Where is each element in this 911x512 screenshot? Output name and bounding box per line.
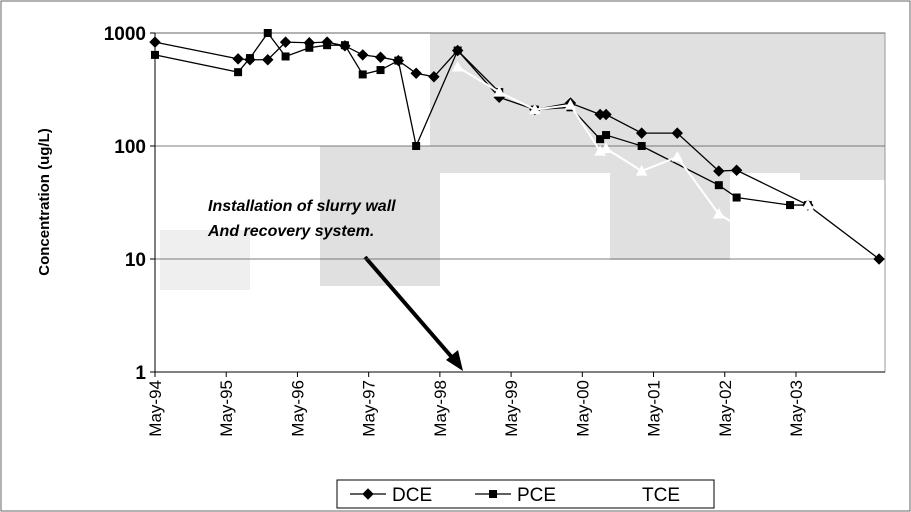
data-point xyxy=(358,70,367,79)
data-point xyxy=(637,142,646,150)
data-point xyxy=(801,199,814,210)
y-tick-label: 100 xyxy=(114,137,146,158)
x-tick-label: May-03 xyxy=(787,380,806,437)
data-point xyxy=(305,43,314,52)
legend: DCE PCE TCE xyxy=(350,485,680,506)
x-tick-label: May-97 xyxy=(360,380,379,437)
x-tick-label: May-94 xyxy=(146,380,165,437)
data-point xyxy=(635,165,648,176)
x-tick-label: May-99 xyxy=(502,380,521,437)
data-point xyxy=(234,68,243,77)
data-point xyxy=(374,51,387,63)
background-texture xyxy=(160,33,885,290)
data-point xyxy=(873,253,885,265)
data-point xyxy=(410,67,422,79)
data-point xyxy=(730,164,743,176)
data-point xyxy=(394,56,403,65)
annotation-arrowhead xyxy=(446,350,463,371)
legend-marker xyxy=(362,488,374,500)
data-point xyxy=(600,142,612,154)
annotation: And recovery system. xyxy=(207,223,374,240)
x-tick-label: May-02 xyxy=(716,380,735,437)
y-tick-label: 1 xyxy=(135,363,146,384)
data-point xyxy=(453,46,462,55)
x-tick-label: May-96 xyxy=(288,380,307,437)
data-point xyxy=(714,181,723,190)
data-point xyxy=(493,86,506,97)
data-point xyxy=(245,54,254,63)
data-point xyxy=(232,53,244,65)
data-point xyxy=(340,41,349,50)
annotation: Installation of slurry wall xyxy=(208,198,396,215)
legend-marker xyxy=(612,487,624,499)
data-point xyxy=(671,150,684,162)
annotation-arrow xyxy=(363,255,458,364)
x-tick-label: May-98 xyxy=(431,380,450,437)
data-point xyxy=(357,49,369,61)
y-axis-title: Concentration (ug/L) xyxy=(36,128,53,275)
data-point xyxy=(412,142,421,150)
x-tick-label: May-00 xyxy=(573,380,592,437)
data-point xyxy=(262,54,274,66)
data-point xyxy=(784,226,796,238)
data-point xyxy=(528,103,541,115)
legend-label: PCE xyxy=(517,485,556,506)
data-point xyxy=(149,36,161,48)
data-point xyxy=(451,60,464,72)
legend-label: DCE xyxy=(392,485,432,506)
data-point xyxy=(602,131,611,140)
data-point xyxy=(263,29,272,37)
legend-marker xyxy=(489,490,497,498)
data-point xyxy=(732,193,741,202)
x-tick-label: May-01 xyxy=(645,380,664,437)
data-point xyxy=(600,108,612,121)
y-tick-label: 1000 xyxy=(104,24,146,45)
data-point xyxy=(713,165,725,177)
data-point xyxy=(279,36,292,48)
data-point xyxy=(428,71,440,83)
x-tick-label: May-95 xyxy=(217,380,236,437)
data-point xyxy=(564,99,577,110)
data-point xyxy=(786,201,795,210)
series-line xyxy=(457,66,809,235)
plot-area xyxy=(149,29,886,377)
data-point xyxy=(596,135,605,144)
legend-box xyxy=(336,479,715,509)
data-point xyxy=(281,52,290,61)
data-point xyxy=(376,66,385,75)
data-point xyxy=(635,127,648,139)
data-point xyxy=(671,127,683,139)
legend-label: TCE xyxy=(642,485,680,506)
data-point xyxy=(323,41,332,50)
data-point xyxy=(712,208,725,219)
data-point xyxy=(730,218,743,230)
y-tick-label: 10 xyxy=(125,250,146,271)
data-point xyxy=(151,50,159,59)
